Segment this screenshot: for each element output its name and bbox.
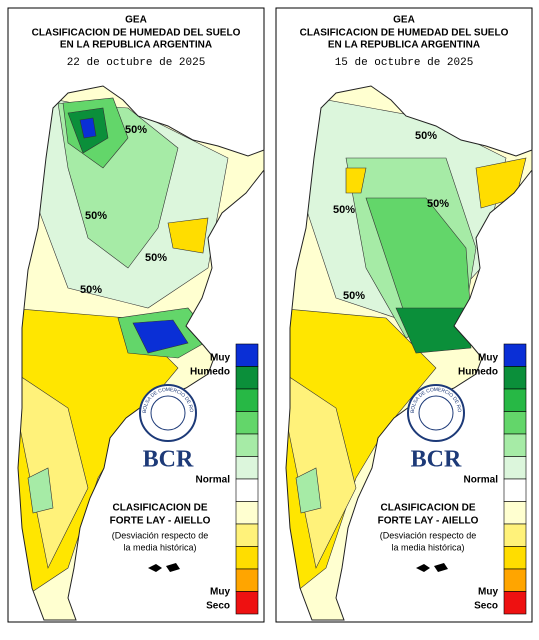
moisture-zone: [345, 167, 367, 194]
legend-swatch: [235, 478, 259, 502]
legend-swatch: [503, 478, 527, 502]
legend-bottom: Muy: [210, 587, 230, 598]
moisture-zone: [132, 319, 189, 354]
legend-bottom: Seco: [206, 601, 230, 612]
note: la media histórica): [391, 542, 464, 552]
legend-swatch: [235, 388, 259, 412]
legend-bottom: Seco: [474, 601, 498, 612]
legend-top: Muy: [210, 353, 230, 364]
legend-bottom: Muy: [478, 587, 498, 598]
legend-swatch: [235, 546, 259, 570]
country-outline: [17, 85, 265, 621]
contour-label: 50%: [145, 252, 167, 264]
moisture-zone: [27, 467, 54, 514]
contour-label: 50%: [343, 290, 365, 302]
legend-top: Humedo: [458, 367, 498, 378]
legend-swatch: [503, 343, 527, 367]
note: (Desviación respecto de: [112, 530, 209, 540]
legend-swatch: [503, 568, 527, 592]
note: la media histórica): [123, 542, 196, 552]
panel-org: GEA: [393, 15, 415, 26]
legend-middle: Normal: [196, 475, 231, 486]
islands: [416, 563, 448, 572]
legend-swatch: [235, 456, 259, 480]
contour-label: 50%: [333, 204, 355, 216]
legend-swatch: [235, 343, 259, 367]
legend-swatch: [503, 501, 527, 525]
contour-label: 50%: [415, 130, 437, 142]
moisture-zone: [395, 307, 472, 354]
panel-title: EN LA REPUBLICA ARGENTINA: [60, 40, 212, 51]
country-outline: [285, 85, 533, 621]
contour-label: 50%: [125, 124, 147, 136]
legend-swatch: [503, 388, 527, 412]
panel-title: CLASIFICACION DE HUMEDAD DEL SUELO: [300, 28, 509, 39]
legend-swatch: [503, 456, 527, 480]
legend-swatch: [503, 546, 527, 570]
panel-org: GEA: [125, 15, 147, 26]
seal: [139, 384, 197, 442]
legend-swatch: [235, 433, 259, 457]
moisture-layer: [286, 97, 527, 609]
contour-label: 50%: [85, 210, 107, 222]
legend-swatch: [503, 523, 527, 547]
moisture-zone: [167, 217, 209, 254]
method: FORTE LAY - AIELLO: [110, 516, 211, 527]
map-panel: GEA CLASIFICACION DE HUMEDAD DEL SUELOEN …: [6, 5, 265, 623]
contour-label: 50%: [427, 198, 449, 210]
map-panel: GEA CLASIFICACION DE HUMEDAD DEL SUELOEN …: [274, 5, 533, 623]
note: (Desviación respecto de: [380, 530, 477, 540]
legend-swatch: [235, 523, 259, 547]
moisture-zone: [79, 117, 97, 139]
legend-top: Humedo: [190, 367, 230, 378]
moisture-layer: [18, 97, 229, 609]
panel-title: CLASIFICACION DE HUMEDAD DEL SUELO: [32, 28, 241, 39]
legend-swatch: [503, 366, 527, 390]
legend-swatch: [235, 501, 259, 525]
legend-swatch: [235, 411, 259, 435]
method: FORTE LAY - AIELLO: [378, 516, 479, 527]
panel-date: 15 de octubre de 2025: [335, 57, 474, 69]
logo: BCR: [411, 447, 462, 473]
moisture-zone: [295, 467, 322, 514]
legend-swatch: [235, 591, 259, 615]
legend-swatch: [235, 568, 259, 592]
seal-inner: [418, 395, 454, 431]
method: CLASIFICACION DE: [381, 503, 476, 514]
legend-swatch: [503, 591, 527, 615]
panel-title: EN LA REPUBLICA ARGENTINA: [328, 40, 480, 51]
seal: [407, 384, 465, 442]
legend-middle: Normal: [464, 475, 499, 486]
islands: [148, 563, 180, 572]
contour-label: 50%: [80, 284, 102, 296]
panel-date: 22 de octubre de 2025: [67, 57, 206, 69]
legend-swatch: [503, 411, 527, 435]
legend-swatch: [235, 366, 259, 390]
seal-inner: [150, 395, 186, 431]
logo: BCR: [143, 447, 194, 473]
legend-top: Muy: [478, 353, 498, 364]
method: CLASIFICACION DE: [113, 503, 208, 514]
legend-swatch: [503, 433, 527, 457]
